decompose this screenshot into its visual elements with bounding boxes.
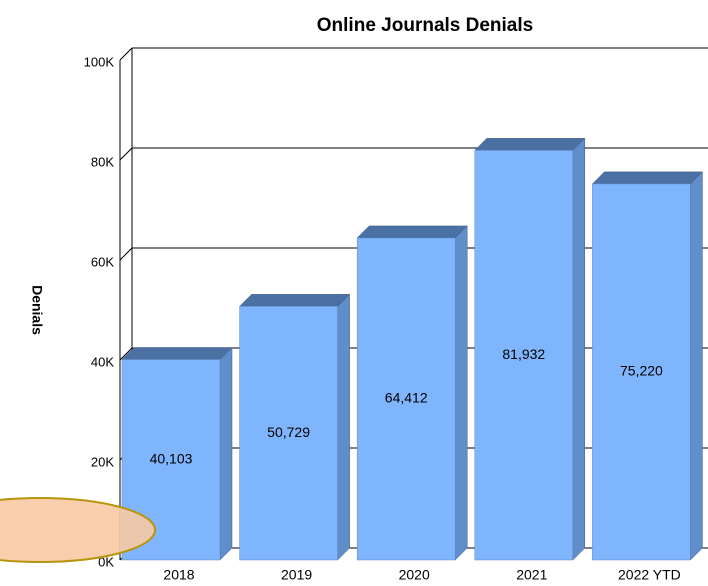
x-tick-label: 2020 <box>399 567 430 583</box>
grid-line <box>119 147 133 161</box>
value-label: 64,412 <box>385 390 428 406</box>
bar-side <box>219 346 233 561</box>
y-axis-title: Denials <box>29 285 45 335</box>
y-tick-label: 80K <box>91 154 114 169</box>
bar-top <box>356 225 468 239</box>
bar <box>356 237 456 561</box>
grid-line <box>119 347 133 361</box>
bar-top <box>238 294 351 307</box>
grid-line <box>119 47 133 61</box>
bar-top <box>121 347 233 360</box>
bar-top <box>474 138 586 151</box>
y-tick-label: 0K <box>98 554 114 569</box>
bar-side <box>572 137 586 561</box>
x-tick-label: 2022 YTD <box>618 567 681 583</box>
value-label: 81,932 <box>502 346 545 362</box>
value-label: 50,729 <box>267 424 310 440</box>
value-label: 40,103 <box>150 450 193 466</box>
bar <box>474 150 574 561</box>
plot-area: 0K 20K 40K 60K 80K 100K 40,103 2018 50,729 2019 64… <box>84 47 708 583</box>
bar <box>592 183 691 561</box>
x-tick-label: 2021 <box>516 567 547 583</box>
x-tick-label: 2019 <box>281 567 312 583</box>
chart-title: Online Journals Denials <box>317 15 533 36</box>
highlight-ellipse <box>0 497 156 563</box>
bar <box>239 306 338 561</box>
value-label: 75,220 <box>620 363 663 379</box>
y-tick-label: 20K <box>91 454 114 469</box>
y-tick-label: 60K <box>91 254 114 269</box>
bar-side <box>337 293 350 561</box>
bar-side <box>454 225 468 561</box>
y-tick-label: 40K <box>91 354 114 369</box>
bar-side <box>690 171 703 561</box>
grid-line <box>119 247 133 261</box>
bar-top <box>591 171 704 185</box>
x-tick-label: 2018 <box>163 567 194 583</box>
y-tick-label: 100K <box>84 54 115 69</box>
